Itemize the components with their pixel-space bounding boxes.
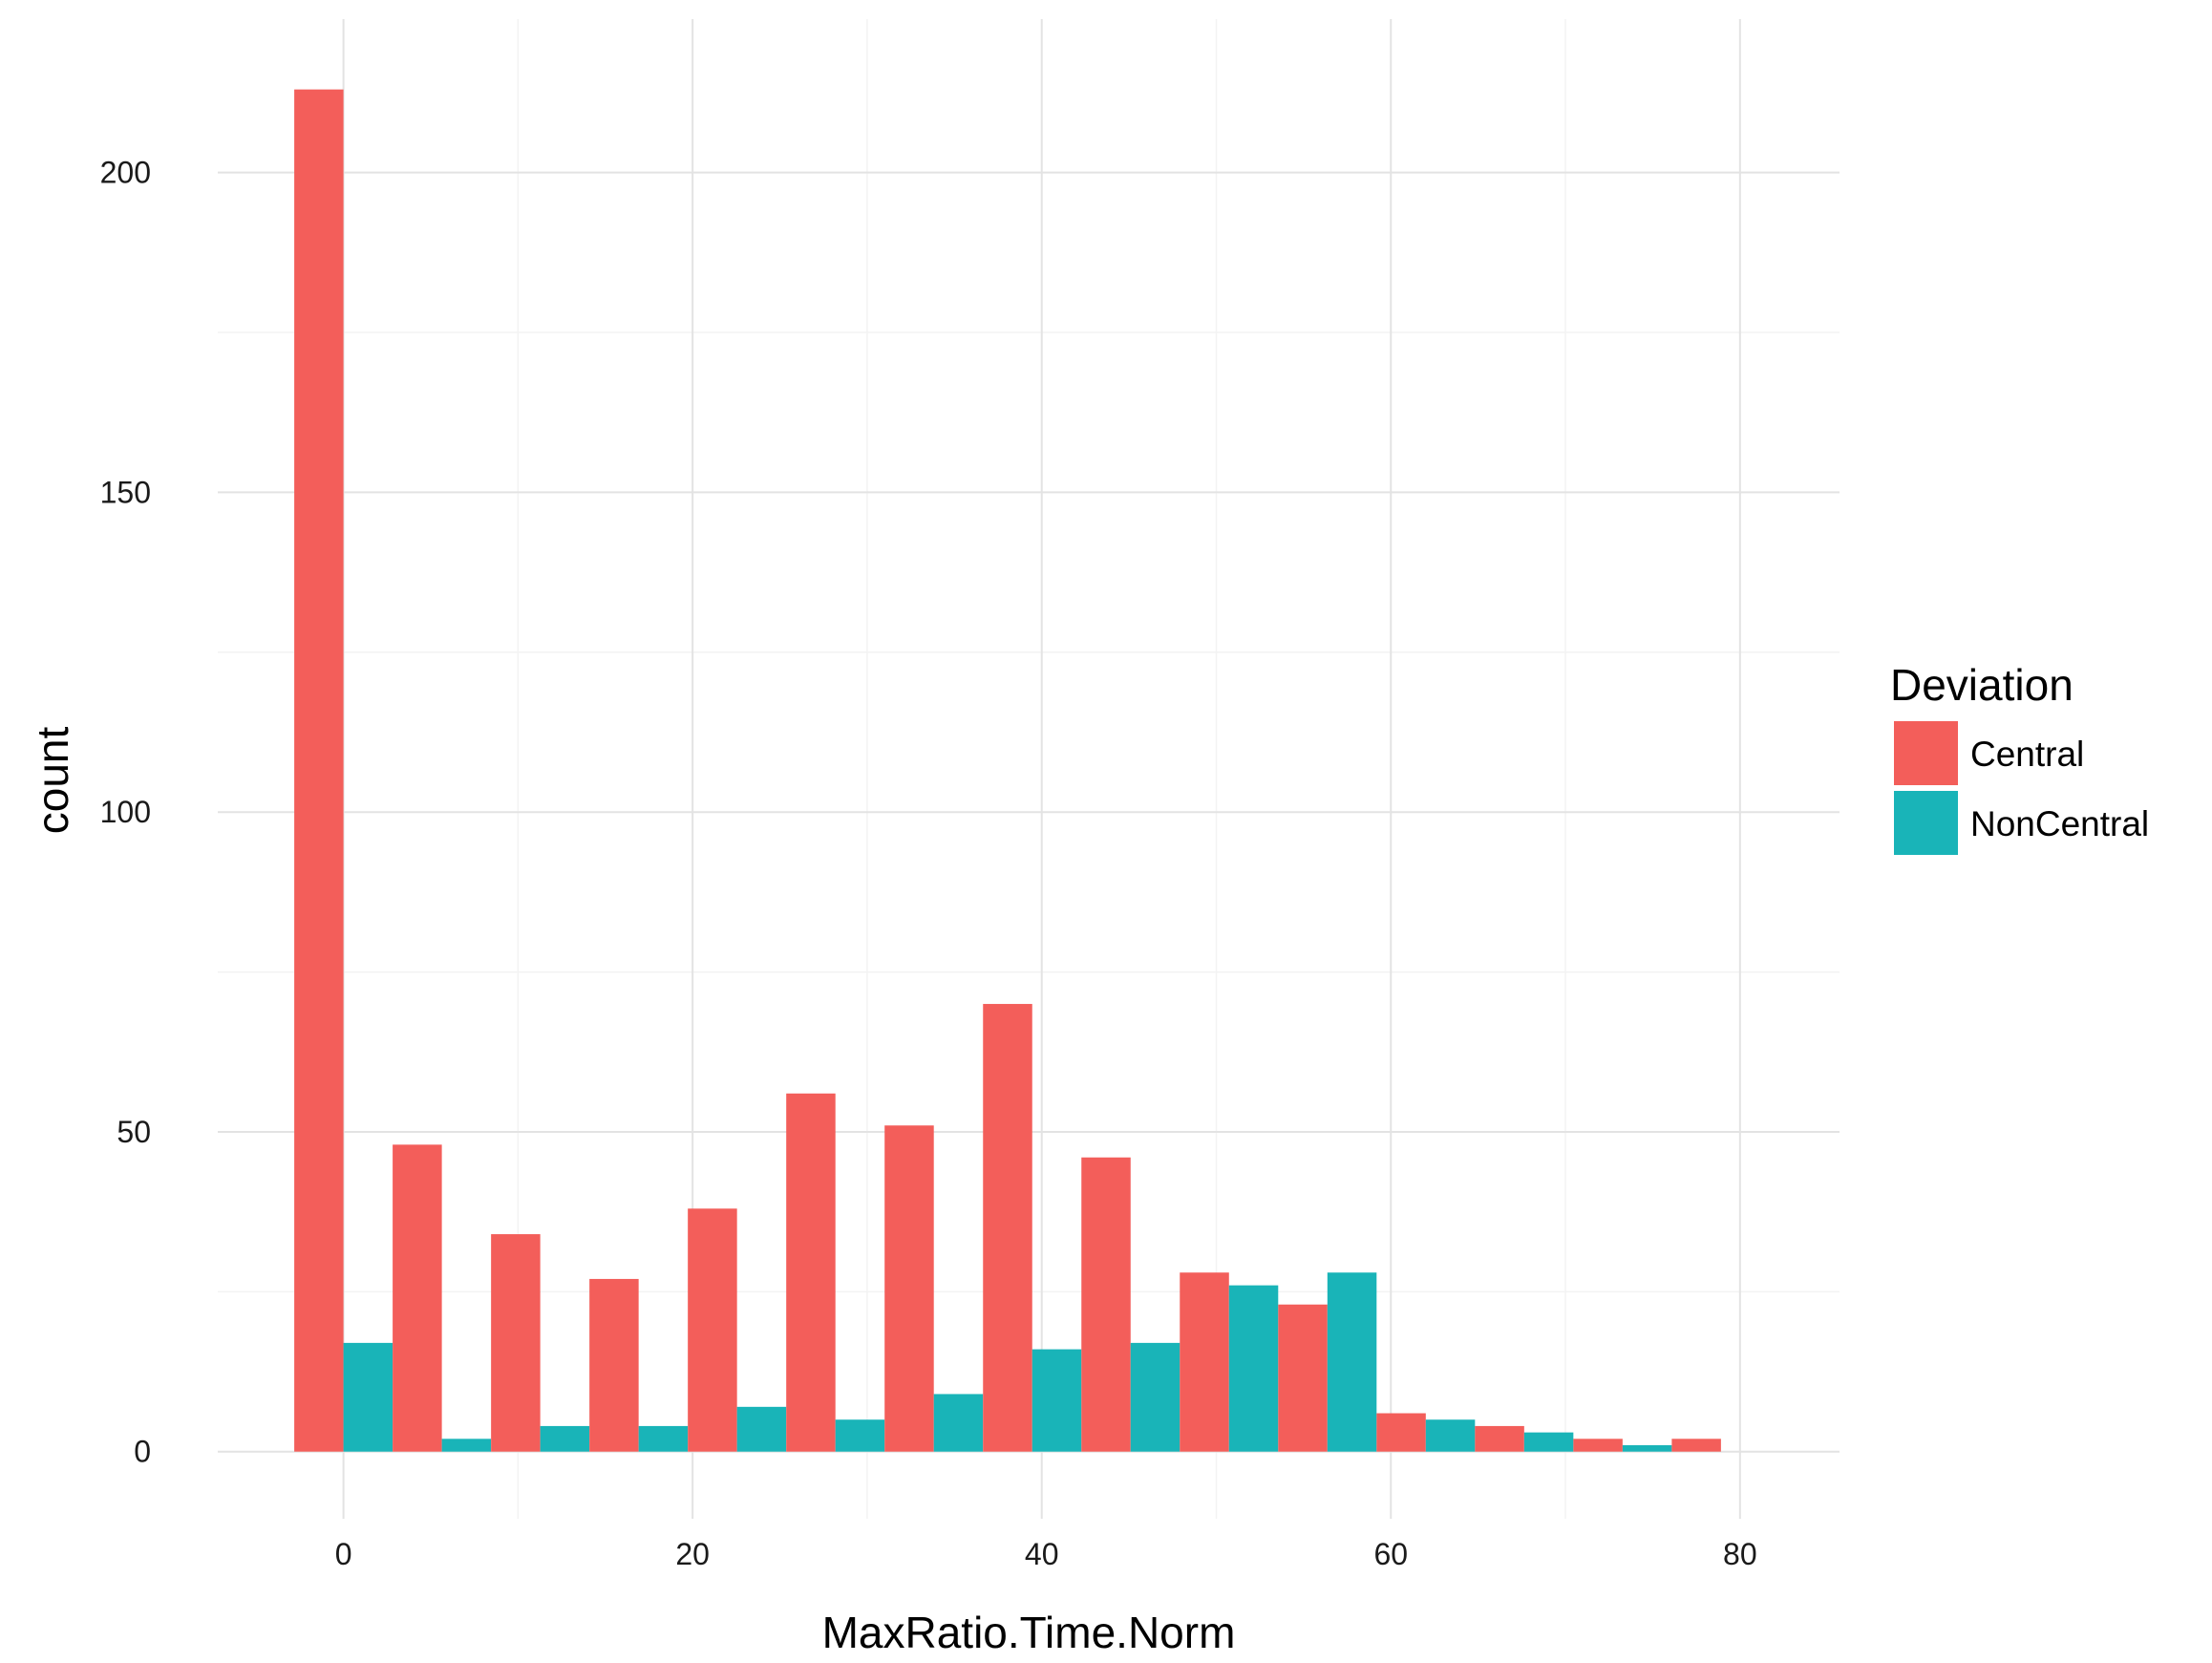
bar-noncentral: [441, 1439, 492, 1452]
bar-central: [589, 1278, 639, 1452]
y-tick-label: 50: [117, 1115, 151, 1149]
bar-noncentral: [540, 1425, 590, 1452]
bar-central: [393, 1144, 442, 1452]
bar-central: [1671, 1439, 1721, 1452]
bar-noncentral: [1523, 1432, 1574, 1452]
x-tick-label: 20: [675, 1537, 710, 1571]
bar-central: [1278, 1304, 1328, 1452]
bar-noncentral: [1130, 1342, 1180, 1452]
y-tick-label: 200: [100, 156, 151, 190]
bar-central: [1180, 1272, 1229, 1452]
minor-grid: [218, 19, 1840, 1519]
x-tick-labels: 0 20 40 60 80: [335, 1537, 1757, 1571]
legend: Deviation Central NonCentral: [1890, 660, 2149, 855]
bar-noncentral: [1228, 1285, 1279, 1452]
bar-noncentral: [1032, 1349, 1082, 1452]
x-tick-label: 0: [335, 1537, 352, 1571]
bar-noncentral: [933, 1394, 984, 1452]
bars: [294, 89, 1721, 1452]
y-tick-labels: 0 50 100 150 200: [100, 156, 151, 1469]
legend-title: Deviation: [1890, 660, 2074, 710]
bar-noncentral: [343, 1342, 393, 1452]
x-tick-label: 80: [1723, 1537, 1757, 1571]
bar-noncentral: [1425, 1419, 1476, 1452]
bar-central: [1573, 1439, 1623, 1452]
bar-central: [1475, 1425, 1524, 1452]
legend-label-central: Central: [1970, 735, 2084, 774]
x-tick-label: 60: [1373, 1537, 1408, 1571]
bar-central: [786, 1093, 836, 1452]
bar-central: [294, 89, 344, 1452]
y-tick-label: 150: [100, 475, 151, 509]
legend-key-central: [1894, 721, 1958, 785]
bar-central: [1376, 1413, 1426, 1452]
bar-noncentral: [638, 1425, 689, 1452]
bar-central: [1081, 1157, 1131, 1452]
bar-central: [884, 1125, 934, 1452]
bar-central: [688, 1208, 737, 1452]
y-tick-label: 100: [100, 795, 151, 829]
x-tick-label: 40: [1025, 1537, 1059, 1571]
bar-noncentral: [1622, 1445, 1672, 1452]
bar-central: [491, 1234, 541, 1452]
bar-noncentral: [736, 1406, 787, 1452]
x-axis-title: MaxRatio.Time.Norm: [822, 1608, 1236, 1657]
bar-central: [983, 1004, 1032, 1452]
bar-noncentral: [1327, 1272, 1377, 1452]
legend-label-noncentral: NonCentral: [1970, 804, 2149, 843]
bar-noncentral: [835, 1419, 885, 1452]
legend-key-noncentral: [1894, 791, 1958, 855]
y-tick-label: 0: [134, 1435, 151, 1469]
y-axis-title: count: [28, 727, 77, 835]
